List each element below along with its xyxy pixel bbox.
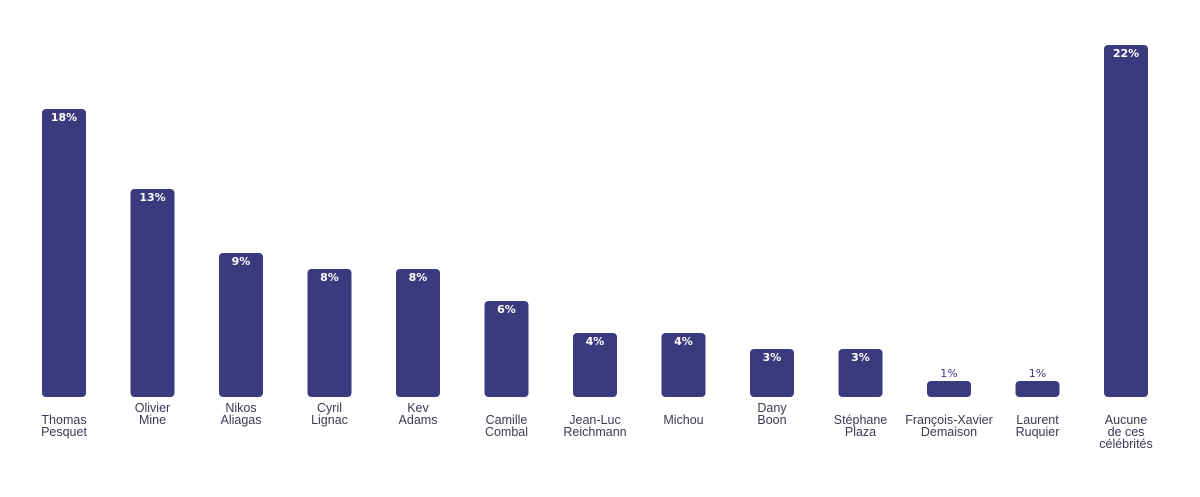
bar xyxy=(307,269,352,397)
category-label-line: Jean-Luc xyxy=(569,413,620,427)
category-label: Cyril Lignac xyxy=(311,401,348,427)
bar-value-label: 4% xyxy=(674,335,693,348)
category-label-line: Aucune xyxy=(1105,413,1147,427)
category-label-line: Pesquet xyxy=(41,425,87,439)
category-label-line: Thomas xyxy=(41,413,86,427)
bar xyxy=(484,301,529,397)
category-label: Thomas Pesquet xyxy=(41,413,87,439)
category-label-line: Nikos xyxy=(225,401,256,415)
category-label: Laurent Ruquier xyxy=(1016,413,1060,439)
bar xyxy=(927,381,971,397)
bar xyxy=(219,253,263,397)
bar-value-label: 4% xyxy=(586,335,605,348)
bar xyxy=(130,189,175,397)
category-label-line: Camille xyxy=(486,413,528,427)
category-label-line: Mine xyxy=(139,413,166,427)
bar-value-label: 3% xyxy=(851,351,870,364)
category-label: Stéphane Plaza xyxy=(834,413,888,439)
category-label-line: Michou xyxy=(663,413,703,427)
category-label-line: Dany xyxy=(757,401,787,415)
bar-value-label: 3% xyxy=(763,351,782,364)
bar xyxy=(750,349,794,397)
bar-value-label: 8% xyxy=(320,271,339,284)
category-label-line: Stéphane xyxy=(834,413,888,427)
category-label-line: Combal xyxy=(485,425,528,439)
bar xyxy=(1015,381,1060,397)
bar xyxy=(573,333,617,397)
category-label-line: Adams xyxy=(399,413,438,427)
category-label-line: Plaza xyxy=(845,425,876,439)
category-label-line: Laurent xyxy=(1016,413,1059,427)
bar-value-label: 1% xyxy=(940,367,957,380)
value-labels-layer: 18% 13% 9% 8% 8% 6% 4% 4% 3% 3% 1% 1% 22% xyxy=(51,47,1139,380)
bar xyxy=(1104,45,1148,397)
category-label-line: Kev xyxy=(407,401,429,415)
category-label-line: Boon xyxy=(757,413,786,427)
bar-value-label: 1% xyxy=(1029,367,1046,380)
category-label: Nikos Aliagas xyxy=(221,401,262,427)
category-label-line: de ces xyxy=(1108,425,1145,439)
category-label: Jean-Luc Reichmann xyxy=(563,413,626,439)
category-label-line: Demaison xyxy=(921,425,977,439)
category-label-line: Lignac xyxy=(311,413,348,427)
bar-value-label: 13% xyxy=(139,191,165,204)
bar-value-label: 9% xyxy=(232,255,251,268)
bar xyxy=(396,269,440,397)
category-label-line: François-Xavier xyxy=(905,413,993,427)
bars-layer xyxy=(42,45,1148,397)
category-labels-layer: Thomas Pesquet Olivier Mine Nikos Aliagas Cyri… xyxy=(41,401,1153,451)
bar xyxy=(838,349,883,397)
category-label-line: Cyril xyxy=(317,401,342,415)
bar xyxy=(42,109,86,397)
category-label: Dany Boon xyxy=(757,401,787,427)
category-label-line: Ruquier xyxy=(1016,425,1060,439)
category-label-line: Aliagas xyxy=(221,413,262,427)
bar-value-label: 6% xyxy=(497,303,516,316)
bar-value-label: 18% xyxy=(51,111,77,124)
category-label: Camille Combal xyxy=(485,413,528,439)
category-label-line: célébrités xyxy=(1099,437,1153,451)
bar xyxy=(661,333,706,397)
category-label-line: Olivier xyxy=(135,401,170,415)
category-label-line: Reichmann xyxy=(563,425,626,439)
category-label: Olivier Mine xyxy=(135,401,170,427)
bar-value-label: 8% xyxy=(409,271,428,284)
category-label: Michou xyxy=(663,413,703,427)
category-label: Kev Adams xyxy=(399,401,438,427)
category-label: François-Xavier Demaison xyxy=(905,413,993,439)
bar-value-label: 22% xyxy=(1113,47,1139,60)
category-label: Aucune de ces célébrités xyxy=(1099,413,1153,451)
